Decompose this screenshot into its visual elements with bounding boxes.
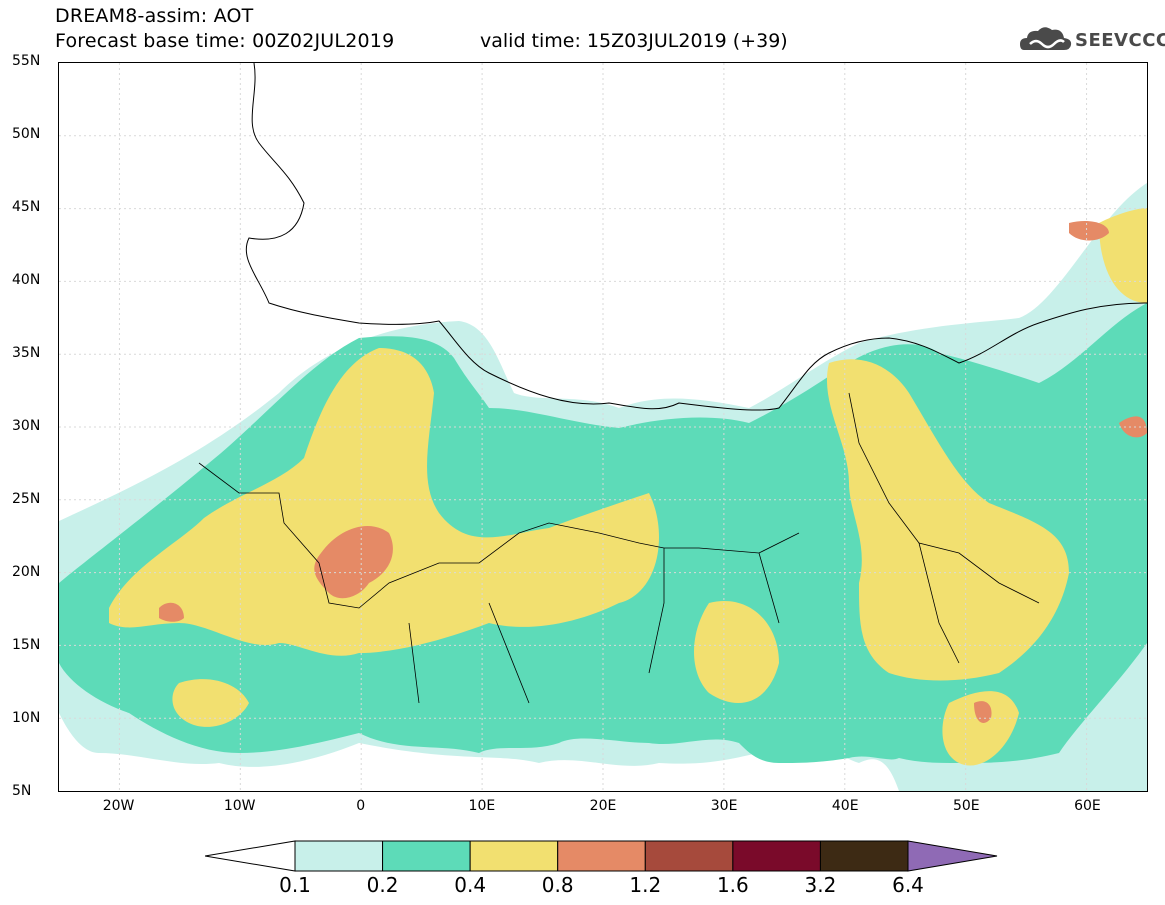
lat-tick-label: 15N xyxy=(12,637,52,653)
lat-tick-label: 45N xyxy=(12,199,52,215)
colorbar-segment xyxy=(820,841,908,871)
colorbar xyxy=(205,840,1005,872)
lat-tick-label: 25N xyxy=(12,491,52,507)
lon-tick-label: 10E xyxy=(469,798,496,814)
colorbar-label: 0.4 xyxy=(454,873,486,897)
colorbar-segment xyxy=(645,841,733,871)
lon-tick-label: 40E xyxy=(832,798,859,814)
colorbar-label: 0.1 xyxy=(279,873,311,897)
colorbar-high-arrow xyxy=(908,841,997,871)
lat-tick-label: 35N xyxy=(12,345,52,361)
colorbar-label: 3.2 xyxy=(805,873,837,897)
lon-tick-label: 50E xyxy=(953,798,980,814)
forecast-base-time: Forecast base time: 00Z02JUL2019 xyxy=(55,31,394,51)
colorbar-label: 0.8 xyxy=(542,873,574,897)
lon-tick-label: 0 xyxy=(356,798,365,814)
lon-tick-label: 30E xyxy=(711,798,738,814)
logo-text: SEEVCCC xyxy=(1075,30,1165,51)
colorbar-segment xyxy=(383,841,471,871)
lat-tick-label: 20N xyxy=(12,564,52,580)
colorbar-label: 1.2 xyxy=(629,873,661,897)
valid-time: valid time: 15Z03JUL2019 (+39) xyxy=(480,31,788,51)
lat-tick-label: 40N xyxy=(12,272,52,288)
aot-map xyxy=(59,63,1147,791)
lat-tick-label: 50N xyxy=(12,126,52,142)
colorbar-segment xyxy=(733,841,821,871)
colorbar-label: 6.4 xyxy=(892,873,924,897)
colorbar-segment xyxy=(470,841,558,871)
colorbar-segment xyxy=(295,841,383,871)
lon-tick-label: 20E xyxy=(590,798,617,814)
lat-tick-label: 10N xyxy=(12,710,52,726)
lat-tick-label: 30N xyxy=(12,418,52,434)
lat-tick-label: 55N xyxy=(12,53,52,69)
map-panel xyxy=(58,62,1148,792)
colorbar-label: 0.2 xyxy=(367,873,399,897)
colorbar-low-arrow xyxy=(205,841,295,871)
colorbar-segment xyxy=(558,841,646,871)
lon-tick-label: 10W xyxy=(224,798,256,814)
colorbar-label: 1.6 xyxy=(717,873,749,897)
lon-tick-label: 20W xyxy=(103,798,135,814)
lon-tick-label: 60E xyxy=(1074,798,1101,814)
map-title: DREAM8-assim: AOT xyxy=(55,6,253,26)
lat-tick-label: 5N xyxy=(12,783,52,799)
